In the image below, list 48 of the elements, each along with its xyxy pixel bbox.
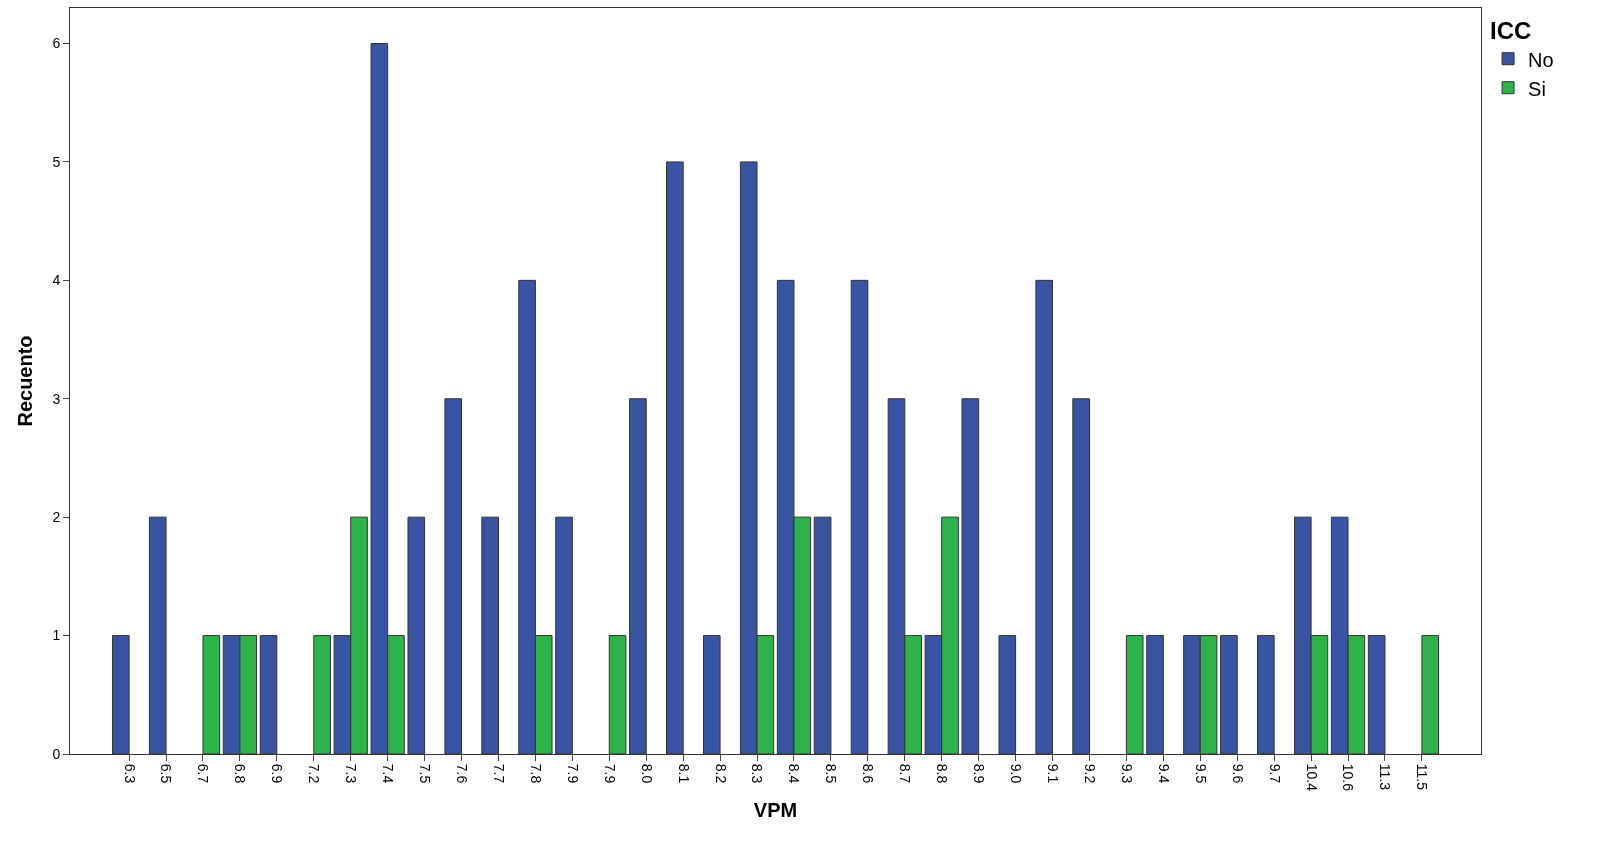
- y-tick-label: 3: [52, 390, 61, 407]
- x-tick-label: 6.3: [121, 763, 138, 784]
- y-tick-label: 2: [52, 509, 61, 526]
- x-tick-label: 8.8: [934, 763, 951, 784]
- x-tick-label: 9.5: [1192, 763, 1209, 784]
- x-tick-label: 7.4: [380, 763, 397, 784]
- x-tick-label: 8.4: [786, 763, 803, 784]
- x-tick-label: 8.6: [860, 763, 877, 784]
- x-axis-title: VPM: [753, 798, 798, 821]
- y-tick-label: 5: [52, 153, 61, 170]
- x-tick-label: 11.5: [1414, 763, 1431, 791]
- y-tick-label: 4: [52, 272, 61, 289]
- x-tick-label: 7.5: [417, 763, 434, 784]
- x-tick-label: 8.0: [638, 763, 655, 784]
- x-tick-label: 9.2: [1081, 763, 1098, 784]
- x-tick-label: 9.3: [1118, 763, 1135, 784]
- x-tick-label: 9.1: [1044, 763, 1061, 784]
- x-tick-label: 6.9: [269, 763, 286, 784]
- x-tick-label: 7.7: [490, 763, 507, 784]
- x-tick-label: 8.5: [823, 763, 840, 784]
- x-tick-label: 7.8: [527, 763, 544, 784]
- y-tick-label: 1: [52, 627, 61, 644]
- x-tick-label: 7.3: [343, 763, 360, 784]
- legend-label: Si: [1528, 77, 1546, 100]
- x-tick-label: 9.0: [1008, 763, 1025, 784]
- x-tick-label: 8.9: [971, 763, 988, 784]
- y-tick-label: 6: [52, 35, 61, 52]
- legend-title: ICC: [1490, 17, 1532, 45]
- x-tick-label: 10.4: [1303, 763, 1320, 792]
- x-tick-label: 9.4: [1155, 763, 1172, 784]
- x-tick-label: 8.3: [749, 763, 766, 784]
- x-tick-label: 7.9: [601, 763, 618, 784]
- x-tick-label: 6.7: [195, 763, 212, 784]
- x-tick-label: 9.6: [1229, 763, 1246, 784]
- x-tick-label: 11.3: [1377, 763, 1394, 791]
- x-tick-label: 6.5: [158, 763, 175, 784]
- y-axis-title: Recuento: [13, 335, 36, 427]
- x-tick-label: 6.8: [232, 763, 249, 784]
- x-tick-label: 7.6: [453, 763, 470, 784]
- y-tick-label: 0: [52, 745, 61, 762]
- legend-label: No: [1528, 48, 1554, 71]
- x-tick-label: 8.1: [675, 763, 692, 784]
- x-tick-label: 8.7: [897, 763, 914, 784]
- x-tick-label: 10.6: [1340, 763, 1357, 792]
- x-tick-label: 7.9: [564, 763, 581, 784]
- x-tick-label: 9.7: [1266, 763, 1283, 784]
- x-tick-label: 7.2: [306, 763, 323, 784]
- x-tick-label: 8.2: [712, 763, 729, 784]
